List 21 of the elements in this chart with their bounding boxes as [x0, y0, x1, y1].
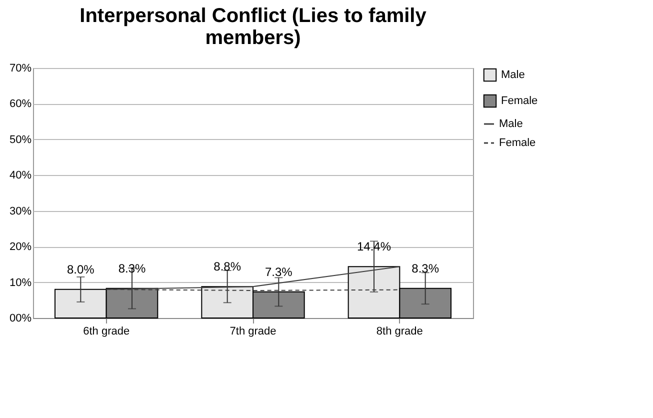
x-tick-label: 7th grade: [230, 326, 276, 338]
y-tick-label: 50%: [9, 134, 32, 146]
data-label: 8.0%: [66, 262, 95, 276]
legend-label: Male: [499, 118, 523, 130]
y-tick-label: 20%: [9, 241, 32, 254]
data-label: 7.3%: [264, 264, 293, 279]
y-tick-label: 70%: [9, 62, 32, 74]
chart-title: Interpersonal Conflict (Lies to family members): [80, 5, 428, 49]
y-tick-label: 30%: [9, 205, 32, 218]
legend-label: Male: [501, 69, 525, 81]
legend-label: Female: [501, 95, 538, 107]
y-tick-label: 10%: [9, 276, 32, 289]
data-label: 8.3%: [412, 261, 440, 276]
y-tick-label: 00%: [9, 312, 32, 324]
y-tick-label: 40%: [9, 170, 32, 182]
data-label: 8.8%: [214, 260, 242, 274]
y-tick-label: 60%: [9, 98, 32, 110]
legend-label: Female: [499, 137, 536, 149]
x-tick-label: 6th grade: [83, 326, 130, 338]
x-tick-label: 8th grade: [376, 326, 423, 338]
data-label: 8.3%: [118, 261, 146, 276]
